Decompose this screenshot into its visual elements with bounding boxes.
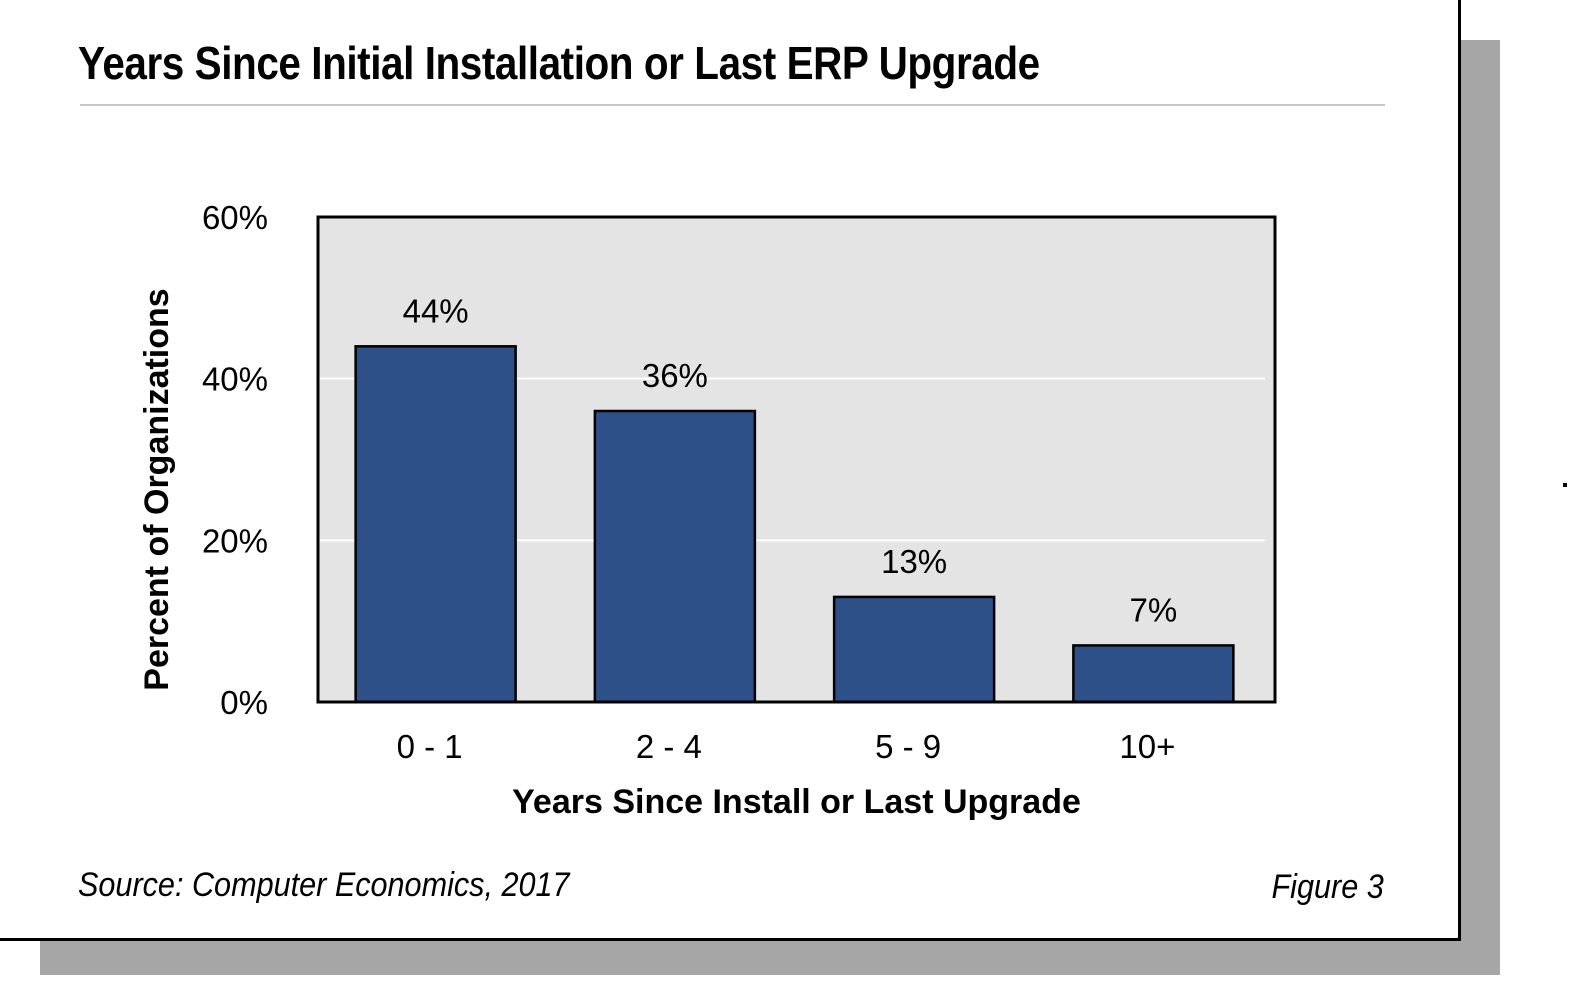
bar-0 xyxy=(354,345,517,704)
bars xyxy=(354,345,1235,704)
bar-3 xyxy=(1072,644,1235,704)
bar-2 xyxy=(832,595,996,704)
data-label-0: 44% xyxy=(403,292,469,329)
y-tick-label-0: 0% xyxy=(220,684,268,721)
data-label-2: 13% xyxy=(881,543,947,580)
source-note: Source: Computer Economics, 2017 xyxy=(78,866,570,904)
x-tick-labels: 0 - 1 2 - 4 5 - 9 10+ xyxy=(397,728,1176,765)
y-tick-label-1: 20% xyxy=(202,522,268,559)
y-axis-title: Percent of Organizations xyxy=(138,288,176,690)
plot-frame xyxy=(316,215,1277,704)
chart-title: Years Since Initial Installation or Last… xyxy=(78,37,1040,89)
stray-dot xyxy=(1563,483,1567,487)
x-axis-title: Years Since Install or Last Upgrade xyxy=(512,783,1081,821)
y-tick-labels: 0% 20% 40% 60% xyxy=(202,199,268,721)
y-tick-label-2: 40% xyxy=(202,361,268,398)
bar-1 xyxy=(593,409,757,704)
figure-label: Figure 3 xyxy=(1271,868,1384,906)
x-tick-label-3: 10+ xyxy=(1119,728,1175,765)
data-labels: 44% 36% 13% 7% xyxy=(403,292,1178,628)
data-label-1: 36% xyxy=(642,357,708,394)
title-divider xyxy=(80,104,1385,106)
x-tick-label-0: 0 - 1 xyxy=(397,728,463,765)
x-tick-label-2: 5 - 9 xyxy=(875,728,941,765)
x-tick-label-1: 2 - 4 xyxy=(636,728,702,765)
data-label-3: 7% xyxy=(1130,591,1178,628)
y-tick-label-3: 60% xyxy=(202,199,268,236)
